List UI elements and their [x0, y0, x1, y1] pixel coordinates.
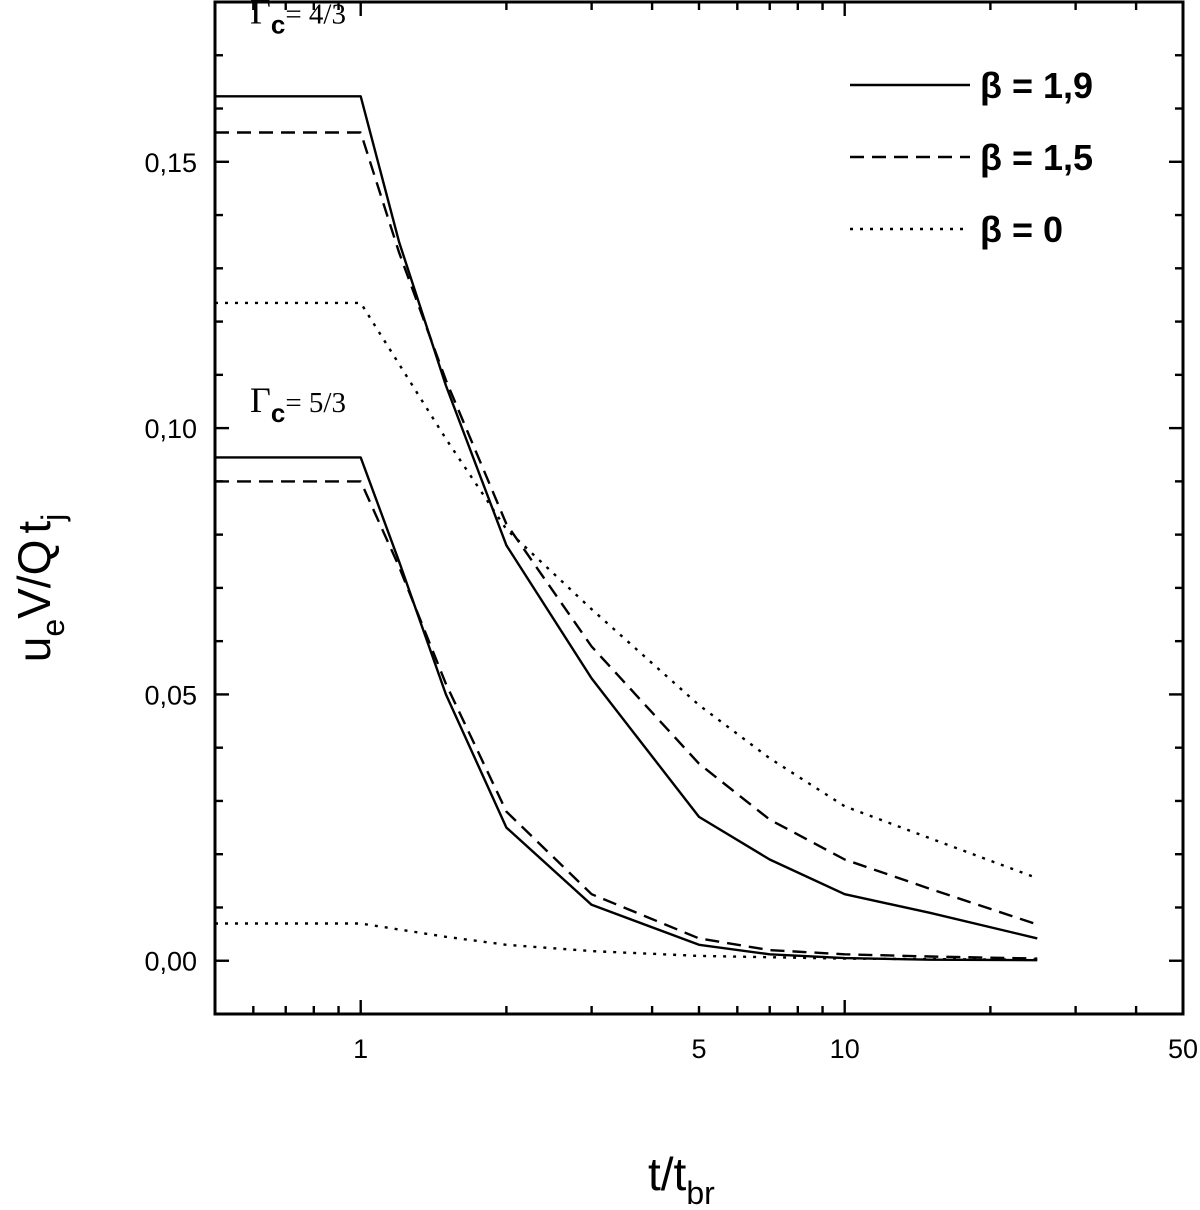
y-tick-label: 0,05 [144, 680, 197, 710]
gamma-symbol: Γ [250, 380, 271, 420]
y-axis-title-t: t [8, 521, 60, 534]
series-line-1 [215, 131, 1038, 926]
gamma-annotation: Γc= 5/3 [250, 380, 346, 428]
plot-lines [215, 95, 1038, 962]
gamma-value: = 5/3 [285, 387, 346, 419]
series-line-4 [215, 480, 1038, 960]
y-tick-label: 0,15 [144, 148, 197, 178]
x-tick-label: 50 [1168, 1034, 1198, 1064]
y-tick-label: 0,00 [144, 947, 197, 977]
y-axis-title: ueV/Q tj [8, 514, 71, 663]
series-line-3 [215, 456, 1038, 962]
x-axis-title: t/tbr [648, 1148, 715, 1210]
series-line-0 [215, 95, 1038, 940]
legend-label: β = 1,5 [980, 137, 1093, 178]
gamma-subscript: c [271, 9, 285, 39]
y-tick-label: 0,10 [144, 414, 197, 444]
legend-label: β = 0 [980, 209, 1063, 250]
legend-label: β = 1,9 [980, 65, 1093, 106]
series-line-5 [215, 922, 1038, 961]
tick-labels: 1 5 10 50 0,00 0,05 0,10 0,15 [144, 148, 1198, 1064]
x-tick-label: 5 [691, 1034, 706, 1064]
plot-frame [213, 0, 1185, 1016]
gamma-subscript: c [271, 398, 285, 428]
x-tick-label: 10 [830, 1034, 860, 1064]
y-axis-title-e: e [35, 619, 71, 637]
annotations: Γc= 4/3Γc= 5/3 [250, 0, 346, 428]
y-axis-title-j: j [35, 514, 71, 522]
x-axis-title-sub: br [686, 1175, 715, 1210]
x-axis-title-main: t/t [648, 1148, 687, 1200]
y-axis-title-u: u [8, 637, 60, 663]
gamma-value: = 4/3 [285, 0, 346, 30]
gamma-symbol: Γ [250, 0, 271, 31]
legend: β = 1,9 β = 1,5 β = 0 [850, 65, 1093, 250]
x-tick-label: 1 [353, 1034, 368, 1064]
gamma-annotation: Γc= 4/3 [250, 0, 346, 39]
y-axis-title-vq: V/Q [8, 540, 60, 619]
